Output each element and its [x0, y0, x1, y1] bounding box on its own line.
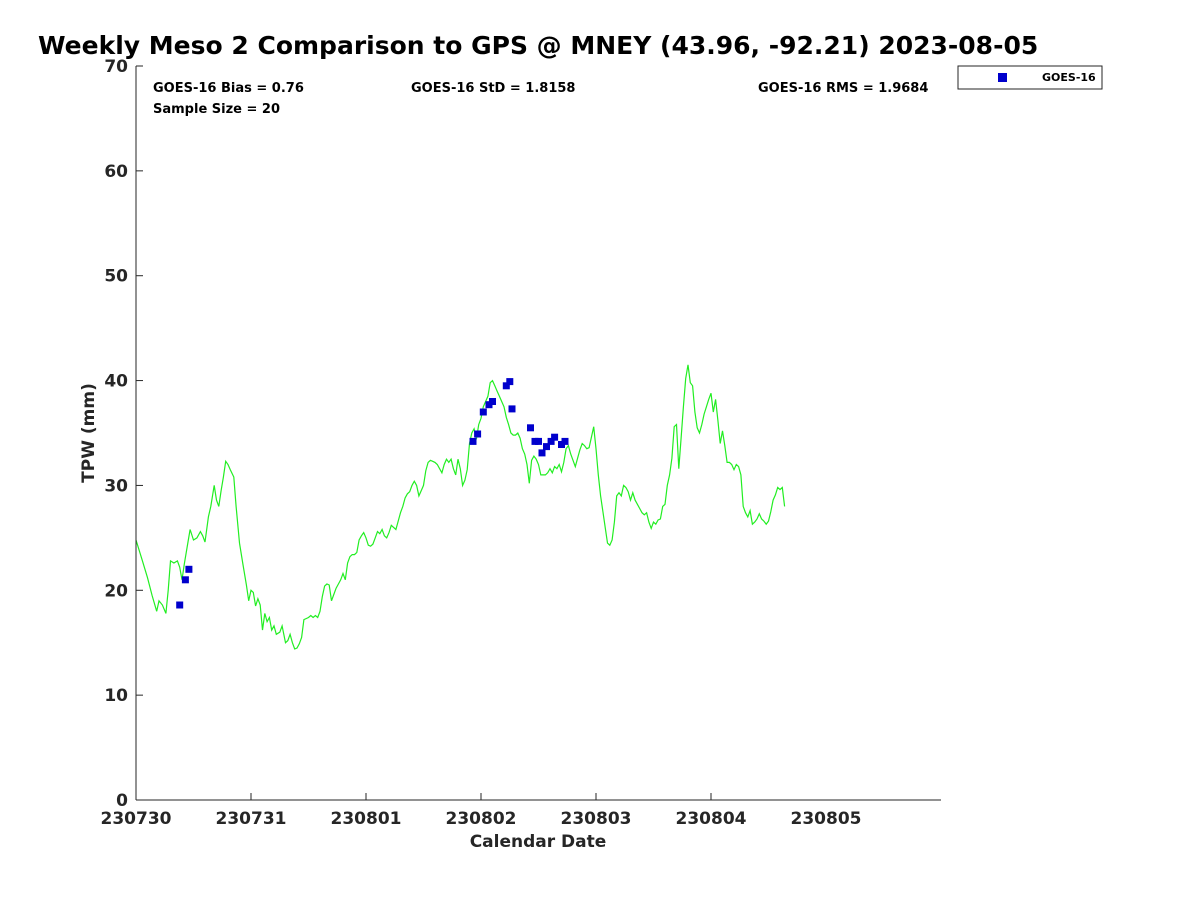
- y-tick-label: 50: [104, 267, 128, 287]
- goes-16-point: [547, 437, 555, 445]
- x-tick-label: 230730: [101, 809, 172, 829]
- goes-16-point: [543, 443, 550, 451]
- goes-16-point: [185, 565, 193, 573]
- goes-16-point: [176, 601, 184, 609]
- goes-16-point: [181, 576, 189, 584]
- goes-16-point: [469, 437, 477, 445]
- y-tick-label: 0: [116, 791, 128, 811]
- x-axis-label: Calendar Date: [470, 832, 607, 852]
- y-tick-label: 10: [104, 686, 128, 706]
- sample-size-stat: Sample Size = 20: [153, 102, 280, 117]
- gps-tpw-line: [135, 364, 786, 650]
- std-stat: GOES-16 StD = 1.8158: [411, 81, 575, 96]
- plot-area: 0 10 20 30 40 50 60 70 230730 230731 230801 230802 2…: [101, 57, 941, 829]
- goes-16-point: [551, 433, 559, 441]
- legend-marker-goes-16: [998, 73, 1007, 82]
- x-tick-label: 230802: [446, 809, 517, 829]
- goes-16-point: [479, 408, 487, 416]
- y-tick-label: 40: [104, 372, 128, 392]
- goes-16-point: [489, 398, 496, 405]
- goes-16-point: [508, 405, 516, 413]
- rms-stat: GOES-16 RMS = 1.9684: [758, 81, 928, 96]
- y-tick-label: 30: [104, 476, 128, 496]
- x-tick-label: 230804: [676, 809, 747, 829]
- y-tick-label: 60: [104, 162, 128, 182]
- goes-16-point: [502, 382, 510, 390]
- goes-16-point: [527, 424, 534, 432]
- goes-16-point: [561, 437, 569, 445]
- y-tick-label: 20: [104, 581, 128, 601]
- chart-title: Weekly Meso 2 Comparison to GPS @ MNEY (…: [38, 31, 1038, 60]
- x-tick-label: 230731: [216, 809, 287, 829]
- x-tick-label: 230805: [791, 809, 862, 829]
- legend-box: [957, 65, 1103, 90]
- x-tick-label: 230801: [331, 809, 402, 829]
- legend-label-goes-16: GOES-16: [1042, 71, 1096, 84]
- stats-box: GOES-16 Bias = 0.76 GOES-16 StD = 1.8158…: [153, 81, 928, 117]
- legend: GOES-16: [957, 65, 1103, 90]
- goes-16-point: [538, 449, 546, 457]
- goes-16-point: [506, 378, 514, 386]
- x-tick-label: 230803: [561, 809, 632, 829]
- y-tick-label: 70: [104, 57, 128, 77]
- bias-stat: GOES-16 Bias = 0.76: [153, 81, 304, 96]
- goes-16-point: [474, 430, 482, 438]
- y-axis-label: TPW (mm): [79, 383, 99, 483]
- goes-16-point: [535, 437, 542, 445]
